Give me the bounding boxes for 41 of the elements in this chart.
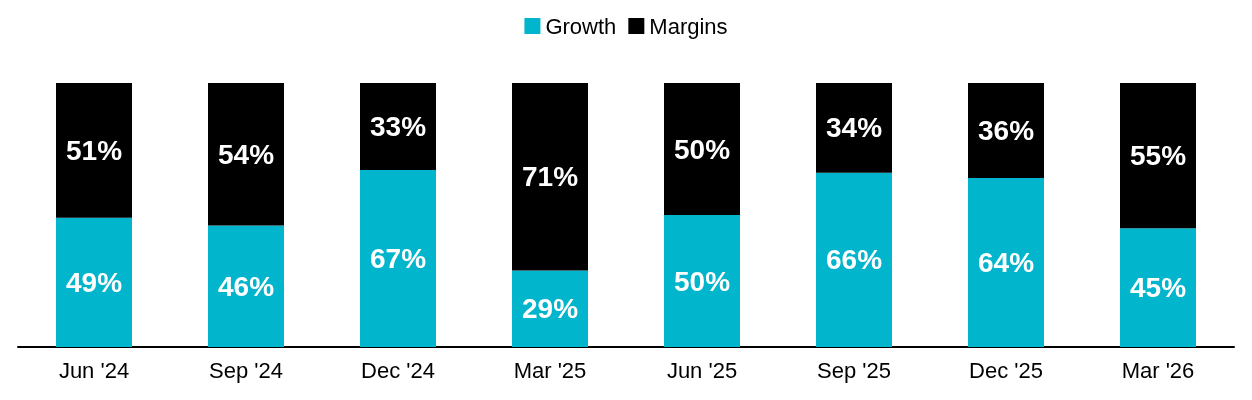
- bar: [360, 83, 436, 171]
- x-tick-label: Jun '24: [58, 357, 130, 383]
- data-label: 51%: [65, 134, 123, 166]
- legend-label: Growth: [545, 13, 617, 39]
- data-label: 55%: [1129, 140, 1187, 172]
- x-tick-label: Mar '26: [1121, 357, 1195, 383]
- bar: [208, 83, 284, 226]
- x-tick-label: Sep '24: [209, 357, 283, 383]
- bar: [512, 83, 588, 271]
- bar: [208, 225, 284, 347]
- bar: [360, 170, 436, 347]
- bar: [56, 217, 132, 347]
- data-label: 67%: [369, 243, 427, 275]
- bar: [968, 83, 1044, 179]
- x-tick-label: Jun '25: [666, 357, 738, 383]
- x-tick-label: Mar '25: [513, 357, 587, 383]
- x-tick-label: Dec '25: [969, 357, 1043, 383]
- bar: [56, 83, 132, 218]
- data-label: 33%: [369, 111, 427, 143]
- legend-label: Margins: [649, 13, 728, 39]
- bar: [1120, 83, 1196, 229]
- data-label: 34%: [825, 112, 883, 144]
- data-label: 45%: [1129, 272, 1187, 304]
- bar: [1120, 228, 1196, 347]
- data-label: 71%: [521, 161, 579, 193]
- bar: [816, 83, 892, 173]
- data-label: 29%: [521, 293, 579, 325]
- data-label: 49%: [65, 266, 123, 298]
- bar: [968, 178, 1044, 347]
- bar: [664, 215, 740, 347]
- data-label: 50%: [673, 133, 731, 165]
- data-label: 50%: [673, 265, 731, 297]
- data-label: 66%: [825, 244, 883, 276]
- data-label: 46%: [217, 270, 275, 302]
- bar: [816, 172, 892, 347]
- data-label: 36%: [977, 115, 1035, 147]
- data-label: 54%: [217, 138, 275, 170]
- x-tick-label: Dec '24: [361, 357, 435, 383]
- x-tick-label: Sep '25: [817, 357, 891, 383]
- bar: [664, 83, 740, 215]
- data-label: 64%: [977, 247, 1035, 279]
